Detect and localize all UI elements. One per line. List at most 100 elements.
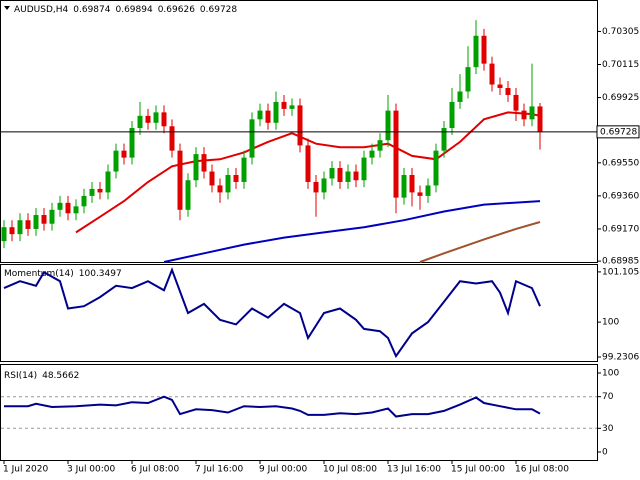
- candle-body: [465, 67, 471, 92]
- candle-body: [257, 110, 263, 120]
- candle-body: [25, 220, 31, 229]
- y-tick-label: 0.69925: [602, 93, 639, 103]
- x-tick-label: 3 Jul 00:00: [67, 465, 116, 475]
- candle-body: [57, 202, 63, 210]
- candle-body: [449, 101, 455, 129]
- candle-body: [1, 227, 7, 242]
- y-tick-label: 0.68985: [602, 257, 639, 267]
- candle-body: [225, 175, 231, 193]
- momentum-header: Momentum(14) 100.3497: [4, 269, 122, 279]
- y-tick-label: 101.1058: [602, 267, 640, 277]
- last-open: 0.69874: [73, 5, 110, 15]
- candle-body: [377, 140, 383, 151]
- moving-average: [75, 111, 541, 234]
- indicator-line: [4, 395, 541, 418]
- x-tick-label: 9 Jul 00:00: [259, 465, 308, 475]
- candle-body: [289, 105, 295, 109]
- candle-body: [273, 101, 279, 123]
- y-tick-label: 0: [602, 448, 608, 458]
- candle-body: [177, 150, 183, 210]
- candle-body: [353, 171, 359, 181]
- rsi-last: 48.5662: [42, 371, 79, 381]
- candle-body: [33, 215, 39, 229]
- candle-body: [137, 115, 143, 129]
- candle-body: [209, 171, 215, 186]
- candle-body: [521, 110, 527, 120]
- y-tick-label: 30: [602, 424, 614, 434]
- candle-body: [241, 157, 247, 182]
- menu-triangle[interactable]: [4, 6, 10, 10]
- candle-body: [321, 178, 327, 193]
- rsi-title: RSI(14): [4, 371, 37, 381]
- candle-body: [49, 209, 55, 224]
- candle-body: [249, 119, 255, 158]
- candle-body: [505, 88, 511, 95]
- candle-body: [425, 185, 431, 196]
- candle-body: [345, 171, 351, 182]
- candle-body: [433, 150, 439, 186]
- y-tick-label: 0.70115: [602, 60, 639, 70]
- y-tick-label: 100: [602, 368, 619, 378]
- candle-body: [201, 154, 207, 172]
- last-low: 0.69626: [158, 5, 195, 15]
- candle-body: [297, 105, 303, 146]
- candle-body: [329, 168, 335, 179]
- y-tick-label: 70: [602, 392, 614, 402]
- candle-body: [457, 91, 463, 102]
- candle-body: [233, 175, 239, 182]
- candle-body: [409, 175, 415, 193]
- rsi-panel-frame: [0, 364, 598, 461]
- x-tick-label: 13 Jul 16:00: [387, 465, 441, 475]
- candle-body: [65, 202, 71, 214]
- candle-body: [185, 180, 191, 210]
- y-tick-label: 0.69550: [602, 158, 639, 168]
- candle-body: [265, 110, 271, 123]
- moving-average: [419, 221, 541, 263]
- candle-body: [41, 215, 47, 224]
- candle-body: [369, 150, 375, 158]
- y-tick-label: 0.69360: [602, 191, 639, 201]
- x-tick-label: 16 Jul 08:00: [515, 465, 569, 475]
- candle-body: [129, 128, 135, 158]
- candle-body: [81, 195, 87, 207]
- candle-body: [401, 175, 407, 198]
- momentum-last: 100.3497: [79, 269, 122, 279]
- candle-body: [145, 115, 151, 123]
- candle-body: [313, 181, 319, 193]
- candle-body: [441, 128, 447, 151]
- x-tick-label: 1 Jul 2020: [3, 465, 48, 475]
- indicator-line: [3, 267, 541, 359]
- candle-body: [121, 150, 127, 158]
- y-tick-label: 99.2306: [602, 353, 639, 363]
- last-close: 0.69728: [200, 5, 237, 15]
- candle-body: [417, 192, 423, 196]
- candle-body: [305, 145, 311, 182]
- y-tick-label: 0.70305: [602, 27, 639, 37]
- candle-body: [89, 188, 95, 196]
- rsi-header: RSI(14) 48.5662: [4, 371, 79, 381]
- candle-body: [217, 185, 223, 193]
- y-tick-label: 100: [602, 318, 619, 328]
- candle-body: [9, 227, 15, 235]
- current-price-box: [596, 125, 640, 139]
- candle-body: [153, 112, 159, 123]
- candle-body: [105, 171, 111, 193]
- candle-body: [337, 168, 343, 182]
- main-header: AUDUSD,H4 0.69874 0.69894 0.69626 0.69728: [14, 5, 237, 15]
- x-tick-label: 10 Jul 08:00: [323, 465, 377, 475]
- x-tick-label: 6 Jul 08:00: [131, 465, 180, 475]
- y-tick-label: 0.69170: [602, 224, 639, 234]
- candle-body: [73, 206, 79, 214]
- candle-body: [513, 94, 519, 111]
- x-tick-label: 15 Jul 00:00: [451, 465, 505, 475]
- candle-body: [281, 101, 287, 109]
- candle-body: [161, 112, 167, 127]
- current-price-label: 0.69728: [600, 127, 637, 137]
- candle-body: [489, 63, 495, 85]
- momentum-title: Momentum(14): [4, 269, 74, 279]
- symbol-title: AUDUSD,H4: [14, 5, 69, 15]
- candle-body: [361, 157, 367, 181]
- candle-body: [169, 126, 175, 151]
